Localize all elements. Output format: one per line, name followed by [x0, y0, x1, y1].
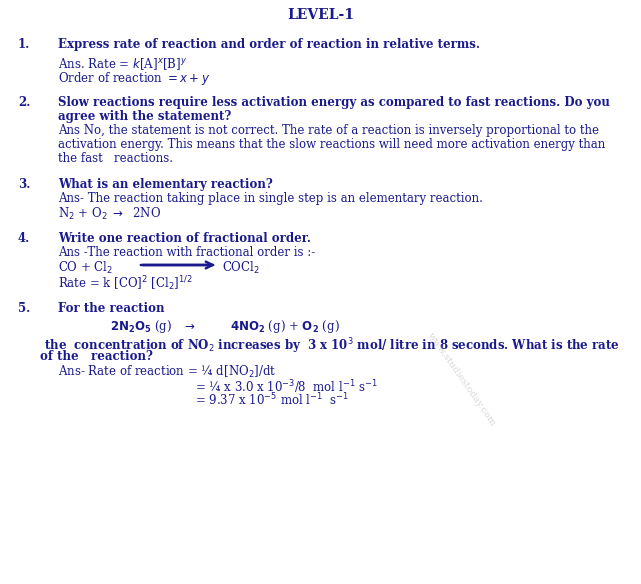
Text: Rate = k [CO]$^2$ [Cl$_2$]$^{1/2}$: Rate = k [CO]$^2$ [Cl$_2$]$^{1/2}$ — [58, 274, 193, 293]
Text: 2.: 2. — [18, 96, 30, 109]
Text: the fast   reactions.: the fast reactions. — [58, 152, 173, 165]
Text: Slow reactions require less activation energy as compared to fast reactions. Do : Slow reactions require less activation e… — [58, 96, 610, 109]
Text: Express rate of reaction and order of reaction in relative terms.: Express rate of reaction and order of re… — [58, 38, 480, 51]
Text: Ans- The reaction taking place in single step is an elementary reaction.: Ans- The reaction taking place in single… — [58, 192, 483, 205]
Text: 4.: 4. — [18, 232, 30, 245]
Text: 5.: 5. — [18, 302, 30, 315]
Text: Ans- Rate of reaction = ¼ d[NO$_2$]/dt: Ans- Rate of reaction = ¼ d[NO$_2$]/dt — [58, 364, 276, 380]
Text: Write one reaction of fractional order.: Write one reaction of fractional order. — [58, 232, 311, 245]
Text: $\mathbf{2N_2O_5}$ (g)   $\rightarrow$         $\mathbf{4NO_2}$ (g) + $\mathbf{O: $\mathbf{2N_2O_5}$ (g) $\rightarrow$ $\m… — [110, 318, 340, 335]
Text: activation energy. This means that the slow reactions will need more activation : activation energy. This means that the s… — [58, 138, 605, 151]
Text: N$_2$ + O$_2$ $\rightarrow$  2NO: N$_2$ + O$_2$ $\rightarrow$ 2NO — [58, 206, 161, 222]
Text: = 9.37 x 10$^{-5}$ mol l$^{-1}$  s$^{-1}$: = 9.37 x 10$^{-5}$ mol l$^{-1}$ s$^{-1}$ — [195, 392, 349, 409]
Text: COCl$_2$: COCl$_2$ — [222, 260, 260, 276]
Text: For the reaction: For the reaction — [58, 302, 165, 315]
Text: Order of reaction $= x + y$: Order of reaction $= x + y$ — [58, 70, 210, 87]
Text: LEVEL-1: LEVEL-1 — [287, 8, 354, 22]
Text: = ¼ x 3.0 x 10$^{-3}$/8  mol l$^{-1}$ s$^{-1}$: = ¼ x 3.0 x 10$^{-3}$/8 mol l$^{-1}$ s$^… — [195, 378, 378, 395]
Text: Ans. Rate = $k$[A]$^x$[B]$^y$: Ans. Rate = $k$[A]$^x$[B]$^y$ — [58, 56, 187, 72]
Text: Ans -The reaction with fractional order is :-: Ans -The reaction with fractional order … — [58, 246, 315, 259]
Text: What is an elementary reaction?: What is an elementary reaction? — [58, 178, 273, 191]
Text: 3.: 3. — [18, 178, 30, 191]
Text: agree with the statement?: agree with the statement? — [58, 110, 231, 123]
Text: CO + Cl$_2$: CO + Cl$_2$ — [58, 260, 113, 276]
Text: www.studiestoday.com: www.studiestoday.com — [426, 331, 497, 428]
Text: the  concentration of NO$_2$ increases by  3 x 10$^3$ mol/ litre in 8 seconds. W: the concentration of NO$_2$ increases by… — [40, 336, 620, 356]
Text: Ans No, the statement is not correct. The rate of a reaction is inversely propor: Ans No, the statement is not correct. Th… — [58, 124, 599, 137]
Text: 1.: 1. — [18, 38, 30, 51]
Text: of the   reaction?: of the reaction? — [40, 350, 153, 363]
